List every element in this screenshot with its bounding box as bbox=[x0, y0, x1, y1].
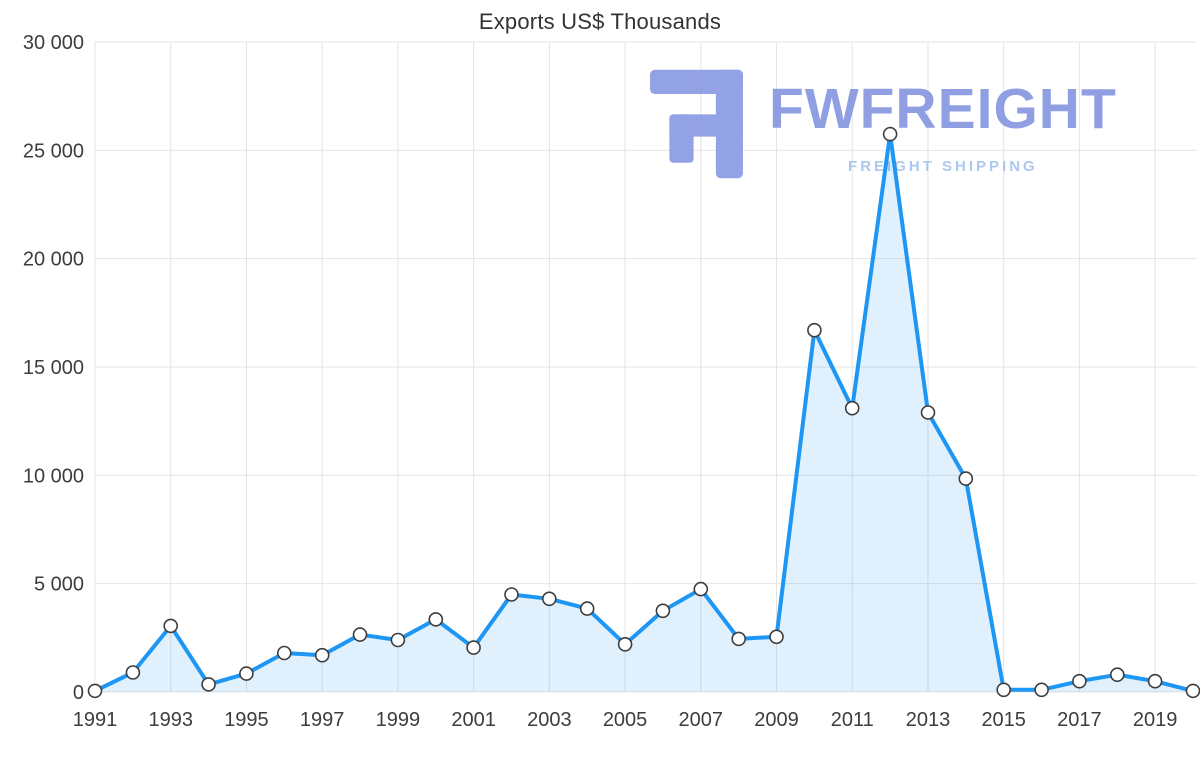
data-point-marker[interactable] bbox=[1185, 683, 1200, 699]
x-axis-tick-label: 2007 bbox=[679, 709, 724, 731]
data-point-marker[interactable] bbox=[1147, 673, 1163, 689]
data-point-marker[interactable] bbox=[466, 640, 481, 655]
y-axis-tick-label: 30 000 bbox=[23, 32, 84, 54]
data-point-marker[interactable] bbox=[87, 683, 103, 699]
data-point-marker[interactable] bbox=[276, 645, 292, 661]
data-point-marker[interactable] bbox=[731, 631, 747, 647]
data-point-marker[interactable] bbox=[428, 612, 444, 627]
x-axis-tick-label: 2017 bbox=[1057, 709, 1102, 731]
x-axis-tick-label: 1997 bbox=[300, 709, 345, 731]
series-area-fill bbox=[95, 134, 1193, 693]
x-axis-tick-label: 1991 bbox=[73, 709, 118, 731]
y-axis-tick-label: 10 000 bbox=[23, 465, 84, 487]
x-axis-tick-label: 2001 bbox=[451, 709, 496, 731]
x-axis-tick-label: 2005 bbox=[603, 709, 648, 731]
series-line bbox=[93, 132, 1195, 693]
x-axis-tick-label: 2015 bbox=[981, 709, 1026, 731]
data-point-marker[interactable] bbox=[314, 647, 330, 663]
x-axis-tick-label: 2003 bbox=[527, 709, 572, 731]
data-point-marker[interactable] bbox=[541, 591, 557, 607]
x-axis-tick-label: 2011 bbox=[831, 709, 874, 731]
data-point-marker[interactable] bbox=[125, 665, 141, 680]
data-point-marker[interactable] bbox=[807, 322, 822, 338]
x-axis-tick-label: 1993 bbox=[148, 709, 193, 731]
data-point-marker[interactable] bbox=[1072, 673, 1087, 689]
data-point-marker[interactable] bbox=[390, 632, 406, 648]
data-point-marker[interactable] bbox=[163, 618, 178, 634]
data-point-marker[interactable] bbox=[996, 682, 1012, 698]
data-point-marker[interactable] bbox=[504, 587, 519, 602]
data-point-marker[interactable] bbox=[958, 471, 974, 486]
x-axis-tick-label: 2013 bbox=[906, 709, 951, 731]
y-axis-tick-label: 20 000 bbox=[23, 249, 84, 271]
data-point-marker[interactable] bbox=[693, 581, 709, 597]
x-axis-tick-label: 1999 bbox=[376, 709, 421, 731]
y-axis-tick-label: 25 000 bbox=[23, 140, 84, 162]
y-axis-tick-label: 15 000 bbox=[23, 357, 84, 379]
x-axis-tick-label: 2019 bbox=[1133, 709, 1178, 731]
y-axis-tick-label: 5 000 bbox=[34, 574, 84, 596]
data-point-marker[interactable] bbox=[882, 126, 898, 142]
data-point-marker[interactable] bbox=[579, 601, 595, 616]
data-point-marker[interactable] bbox=[1034, 682, 1049, 698]
data-point-marker[interactable] bbox=[769, 629, 784, 645]
data-point-marker[interactable] bbox=[617, 636, 633, 652]
x-axis-tick-label: 2009 bbox=[754, 709, 799, 731]
data-point-marker[interactable] bbox=[1110, 667, 1125, 683]
data-point-marker[interactable] bbox=[920, 405, 936, 420]
data-point-marker[interactable] bbox=[352, 627, 368, 642]
y-axis-tick-label: 0 bbox=[73, 682, 84, 704]
x-axis-tick-label: 1995 bbox=[224, 709, 269, 731]
data-point-marker[interactable] bbox=[844, 400, 860, 416]
data-point-marker[interactable] bbox=[201, 677, 216, 692]
chart-title: Exports US$ Thousands bbox=[478, 9, 722, 34]
data-point-marker[interactable] bbox=[655, 603, 671, 619]
data-point-marker[interactable] bbox=[239, 666, 254, 681]
